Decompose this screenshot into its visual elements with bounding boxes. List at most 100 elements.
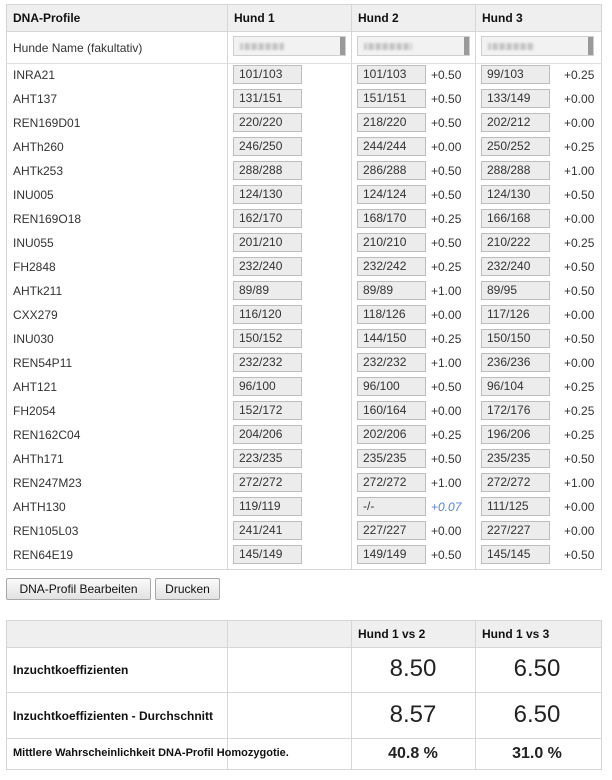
edit-dna-profile-button[interactable]: DNA-Profil Bearbeiten xyxy=(6,578,151,600)
dog-2-allele-field[interactable]: 218/220 xyxy=(357,113,426,132)
dog-3-name-input[interactable] xyxy=(481,36,594,56)
dog-1-allele-field[interactable]: 119/119 xyxy=(233,497,302,516)
inbreeding-stats-table: Hund 1 vs 2 Hund 1 vs 3 Inzuchtkoeffizie… xyxy=(6,620,602,770)
dog-2-name-input[interactable] xyxy=(357,36,470,56)
dog-3-allele-field[interactable]: 235/235 xyxy=(481,449,550,468)
dog-1-allele-field[interactable]: 145/149 xyxy=(233,545,302,564)
dog-1-name-input[interactable] xyxy=(233,36,346,56)
locus-row: INU005 124/130 124/124 +0.50 124/130 +0.50 xyxy=(7,183,601,207)
dog-2-allele-field[interactable]: 286/288 xyxy=(357,161,426,180)
dog-1-allele-field[interactable]: 101/103 xyxy=(233,65,302,84)
dog-2-allele-field[interactable]: 101/103 xyxy=(357,65,426,84)
dog-2-delta: +1.00 xyxy=(431,476,462,490)
dog-3-delta: +0.00 xyxy=(564,212,595,226)
dog-3-allele-field[interactable]: 236/236 xyxy=(481,353,550,372)
dog-2-allele-field[interactable]: 202/206 xyxy=(357,425,426,444)
dog-1-allele-field[interactable]: 272/272 xyxy=(233,473,302,492)
dog-2-allele-field[interactable]: 232/232 xyxy=(357,353,426,372)
stats-value-1v2: 8.50 xyxy=(389,655,437,682)
dog-1-allele-field[interactable]: 131/151 xyxy=(233,89,302,108)
dog-3-allele-field[interactable]: 272/272 xyxy=(481,473,550,492)
dog-3-allele-field[interactable]: 133/149 xyxy=(481,89,550,108)
dog-3-allele-field[interactable]: 196/206 xyxy=(481,425,550,444)
dog-3-allele-field[interactable]: 172/176 xyxy=(481,401,550,420)
dog-1-allele-field[interactable]: 246/250 xyxy=(233,137,302,156)
redacted-name xyxy=(240,43,284,50)
dog-3-allele-field[interactable]: 150/150 xyxy=(481,329,550,348)
stats-value-1v2: 40.8 % xyxy=(388,745,438,762)
dog-2-allele-field[interactable]: 144/150 xyxy=(357,329,426,348)
dog-2-delta: +0.50 xyxy=(431,380,462,394)
dog-1-allele-field[interactable]: 241/241 xyxy=(233,521,302,540)
stats-header: Hund 1 vs 2 Hund 1 vs 3 xyxy=(7,621,601,648)
dog-3-allele-field[interactable]: 210/222 xyxy=(481,233,550,252)
dog-3-allele-field[interactable]: 99/103 xyxy=(481,65,550,84)
dog-3-delta: +0.00 xyxy=(564,308,595,322)
locus-name: AHTh260 xyxy=(13,140,64,154)
dog-2-allele-field[interactable]: 124/124 xyxy=(357,185,426,204)
dog-3-allele-field[interactable]: 96/104 xyxy=(481,377,550,396)
dog-1-allele-field[interactable]: 89/89 xyxy=(233,281,302,300)
locus-row: REN169O18 162/170 168/170 +0.25 166/168 +0.00 xyxy=(7,207,601,231)
locus-name: AHTh171 xyxy=(13,452,64,466)
dog-2-allele-field[interactable]: -/- xyxy=(357,497,426,516)
dog-2-allele-field[interactable]: 151/151 xyxy=(357,89,426,108)
dog-3-allele-field[interactable]: 145/145 xyxy=(481,545,550,564)
stats-label: Inzuchtkoeffizienten - Durchschnitt xyxy=(13,709,214,723)
locus-row: AHTk211 89/89 89/89 +1.00 89/95 +0.50 xyxy=(7,279,601,303)
dog-1-allele-field[interactable]: 124/130 xyxy=(233,185,302,204)
dog-3-delta: +0.50 xyxy=(564,332,595,346)
dog-2-delta: +0.50 xyxy=(431,452,462,466)
dog-2-allele-field[interactable]: 232/242 xyxy=(357,257,426,276)
dog-2-allele-field[interactable]: 227/227 xyxy=(357,521,426,540)
dog-1-allele-field[interactable]: 223/235 xyxy=(233,449,302,468)
input-resize-handle xyxy=(464,37,469,55)
dog-1-allele-field[interactable]: 220/220 xyxy=(233,113,302,132)
dog-2-allele-field[interactable]: 160/164 xyxy=(357,401,426,420)
input-resize-handle xyxy=(340,37,345,55)
dog-1-allele-field[interactable]: 116/120 xyxy=(233,305,302,324)
locus-row: AHTH130 119/119 -/- +0.07 111/125 +0.00 xyxy=(7,495,601,519)
header-dog-1: Hund 1 xyxy=(234,11,275,25)
dog-1-allele-field[interactable]: 201/210 xyxy=(233,233,302,252)
dog-3-allele-field[interactable]: 89/95 xyxy=(481,281,550,300)
dog-1-allele-field[interactable]: 204/206 xyxy=(233,425,302,444)
stats-label: Inzuchtkoeffizienten xyxy=(13,663,129,677)
dog-2-allele-field[interactable]: 89/89 xyxy=(357,281,426,300)
dog-3-allele-field[interactable]: 232/240 xyxy=(481,257,550,276)
dog-2-allele-field[interactable]: 96/100 xyxy=(357,377,426,396)
dog-3-allele-field[interactable]: 288/288 xyxy=(481,161,550,180)
dog-2-delta: +1.00 xyxy=(431,356,462,370)
dog-2-delta: +0.00 xyxy=(431,404,462,418)
print-button[interactable]: Drucken xyxy=(155,578,220,600)
dog-1-allele-field[interactable]: 288/288 xyxy=(233,161,302,180)
dog-1-allele-field[interactable]: 96/100 xyxy=(233,377,302,396)
dog-1-allele-field[interactable]: 152/172 xyxy=(233,401,302,420)
stats-label: Mittlere Wahrscheinlichkeit DNA-Profil H… xyxy=(13,747,289,759)
dog-1-allele-field[interactable]: 162/170 xyxy=(233,209,302,228)
dog-2-allele-field[interactable]: 235/235 xyxy=(357,449,426,468)
dog-2-allele-field[interactable]: 272/272 xyxy=(357,473,426,492)
stats-value-1v3: 6.50 xyxy=(513,655,561,682)
dog-2-allele-field[interactable]: 244/244 xyxy=(357,137,426,156)
dog-3-allele-field[interactable]: 202/212 xyxy=(481,113,550,132)
locus-row: REN162C04 204/206 202/206 +0.25 196/206 +0.25 xyxy=(7,423,601,447)
dog-2-allele-field[interactable]: 149/149 xyxy=(357,545,426,564)
dog-2-allele-field[interactable]: 118/126 xyxy=(357,305,426,324)
dog-3-allele-field[interactable]: 124/130 xyxy=(481,185,550,204)
dog-1-allele-field[interactable]: 150/152 xyxy=(233,329,302,348)
dog-3-allele-field[interactable]: 111/125 xyxy=(481,497,550,516)
dog-2-delta: +1.00 xyxy=(431,284,462,298)
stats-value-1v3: 6.50 xyxy=(513,701,561,728)
stats-value-1v2: 8.57 xyxy=(389,701,437,728)
dog-1-allele-field[interactable]: 232/232 xyxy=(233,353,302,372)
dog-2-allele-field[interactable]: 210/210 xyxy=(357,233,426,252)
dog-3-allele-field[interactable]: 166/168 xyxy=(481,209,550,228)
locus-name: INU055 xyxy=(13,236,54,250)
dog-3-allele-field[interactable]: 117/126 xyxy=(481,305,550,324)
dog-1-allele-field[interactable]: 232/240 xyxy=(233,257,302,276)
dog-3-allele-field[interactable]: 250/252 xyxy=(481,137,550,156)
locus-row: REN247M23 272/272 272/272 +1.00 272/272 +1.00 xyxy=(7,471,601,495)
dog-2-allele-field[interactable]: 168/170 xyxy=(357,209,426,228)
dog-3-allele-field[interactable]: 227/227 xyxy=(481,521,550,540)
